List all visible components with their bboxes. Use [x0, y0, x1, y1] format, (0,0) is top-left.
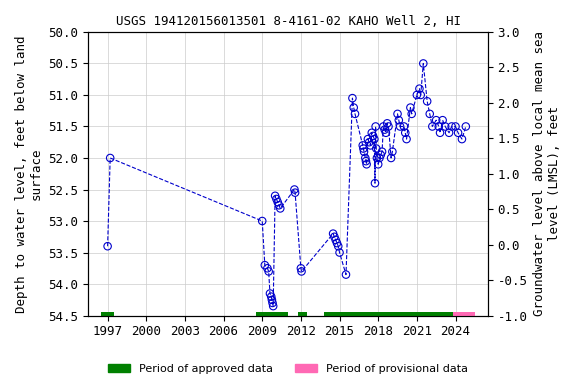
Point [379, 123, 388, 129]
Point [394, 117, 403, 123]
Point [273, 199, 282, 205]
Point [451, 123, 460, 129]
Point [393, 111, 402, 117]
Point [453, 130, 463, 136]
Point [103, 243, 112, 249]
Y-axis label: Depth to water level, feet below land
surface: Depth to water level, feet below land su… [15, 35, 43, 313]
Point [330, 234, 339, 240]
Point [367, 130, 376, 136]
Point [374, 161, 383, 167]
Point [358, 142, 367, 149]
Point [332, 240, 342, 246]
Point [105, 155, 115, 161]
Point [276, 205, 285, 212]
Bar [256, 312, 288, 319]
Point [370, 136, 379, 142]
Point [416, 92, 425, 98]
Point [366, 142, 375, 149]
Point [267, 297, 276, 303]
Point [328, 230, 338, 237]
Point [407, 111, 416, 117]
Point [377, 149, 386, 155]
Title: USGS 194120156013501 8-4161-02 KAHO Well 2, HI: USGS 194120156013501 8-4161-02 KAHO Well… [116, 15, 460, 28]
Point [348, 95, 357, 101]
Point [382, 120, 392, 126]
Point [386, 155, 396, 161]
Point [331, 237, 340, 243]
Legend: Period of approved data, Period of provisional data: Period of approved data, Period of provi… [103, 359, 473, 379]
Point [402, 136, 411, 142]
Point [425, 111, 434, 117]
Point [369, 133, 378, 139]
Point [396, 123, 405, 129]
Point [445, 130, 454, 136]
Point [257, 218, 267, 224]
Point [388, 149, 397, 155]
Point [441, 123, 450, 129]
Point [263, 265, 272, 271]
Point [290, 190, 300, 196]
Point [350, 111, 359, 117]
Point [334, 243, 343, 249]
Point [406, 104, 415, 111]
Point [268, 300, 277, 306]
Bar [101, 312, 114, 319]
Point [428, 123, 437, 129]
Point [415, 86, 424, 92]
Point [412, 92, 422, 98]
Point [399, 123, 408, 129]
Point [335, 250, 344, 256]
Point [363, 136, 373, 142]
Point [268, 303, 278, 309]
Point [370, 180, 380, 186]
Point [401, 130, 410, 136]
Point [361, 155, 370, 161]
Point [297, 268, 306, 275]
Point [296, 265, 305, 271]
Point [423, 98, 432, 104]
Point [384, 123, 393, 129]
Point [361, 158, 370, 164]
Point [375, 155, 384, 161]
Point [447, 123, 456, 129]
Point [376, 152, 385, 158]
Point [272, 196, 281, 202]
Point [372, 146, 381, 152]
Point [267, 294, 276, 300]
Point [290, 187, 299, 193]
Bar [324, 312, 453, 319]
Point [434, 123, 444, 129]
Point [438, 117, 447, 123]
Point [264, 268, 273, 275]
Point [457, 136, 467, 142]
Point [359, 149, 369, 155]
Point [271, 193, 280, 199]
Point [260, 262, 270, 268]
Point [380, 127, 389, 133]
Y-axis label: Groundwater level above local mean sea
level (LMSL), feet: Groundwater level above local mean sea l… [533, 31, 561, 316]
Point [419, 60, 428, 66]
Point [461, 123, 471, 129]
Point [381, 130, 391, 136]
Point [274, 202, 283, 209]
Point [431, 117, 441, 123]
Point [362, 161, 371, 167]
Bar [298, 312, 308, 319]
Point [371, 123, 380, 129]
Point [349, 104, 358, 111]
Point [435, 130, 445, 136]
Point [266, 290, 275, 296]
Point [372, 155, 381, 161]
Point [342, 271, 351, 278]
Bar [453, 312, 475, 319]
Point [365, 139, 374, 145]
Point [359, 146, 368, 152]
